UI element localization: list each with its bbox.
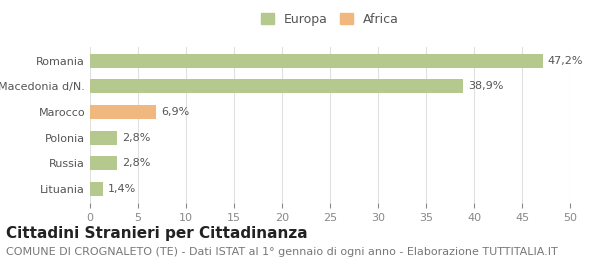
Text: 2,8%: 2,8% (122, 158, 150, 168)
Text: COMUNE DI CROGNALETO (TE) - Dati ISTAT al 1° gennaio di ogni anno - Elaborazione: COMUNE DI CROGNALETO (TE) - Dati ISTAT a… (6, 247, 558, 257)
Legend: Europa, Africa: Europa, Africa (257, 9, 403, 30)
Bar (90, 80, 463, 94)
Text: 47,2%: 47,2% (548, 56, 583, 66)
Bar (90, 182, 103, 196)
Text: 1,4%: 1,4% (108, 184, 136, 194)
Text: Cittadini Stranieri per Cittadinanza: Cittadini Stranieri per Cittadinanza (6, 226, 308, 241)
Text: 38,9%: 38,9% (468, 81, 503, 92)
Text: 2,8%: 2,8% (122, 133, 150, 142)
Bar (90, 105, 156, 119)
Text: 6,9%: 6,9% (161, 107, 189, 117)
Bar (90, 54, 543, 68)
Bar (90, 131, 117, 145)
Bar (90, 156, 117, 170)
